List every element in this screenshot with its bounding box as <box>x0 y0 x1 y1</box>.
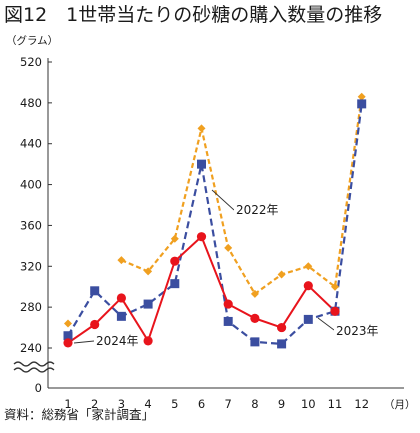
y-tick-label: 320 <box>20 259 42 273</box>
x-tick-label: 6 <box>198 397 205 411</box>
data-point-2022年 <box>277 270 286 279</box>
y-tick-label: 0 <box>35 381 42 395</box>
x-tick-label: 3 <box>118 397 125 411</box>
x-tick-label: 5 <box>171 397 178 411</box>
data-point-2024年 <box>196 232 207 242</box>
chart-title: 図12 1世帯当たりの砂糖の購入数量の推移 <box>4 4 383 26</box>
series-label-leader <box>211 189 235 211</box>
data-point-2024年 <box>250 313 260 323</box>
data-point-2022年 <box>224 243 233 252</box>
x-tick-label: 11 <box>328 397 343 411</box>
series-label-bg <box>234 202 280 218</box>
y-tick-label: 520 <box>20 55 42 69</box>
y-tick-label: 280 <box>20 300 42 314</box>
data-point-2024年 <box>330 306 340 316</box>
data-point-2022年 <box>304 262 313 271</box>
data-point-2023年 <box>63 331 73 341</box>
y-tick-label: 400 <box>20 178 42 192</box>
series-label-2023年: 2023年 <box>336 324 379 338</box>
data-point-2024年 <box>223 299 233 309</box>
x-tick-label: 12 <box>354 397 369 411</box>
data-point-2023年 <box>303 314 313 324</box>
data-point-2023年 <box>277 339 287 349</box>
data-point-2022年 <box>64 319 72 328</box>
y-axis-label: （グラム） <box>6 34 58 47</box>
x-axis-label: （月） <box>384 399 416 411</box>
data-point-2022年 <box>144 267 153 276</box>
series-label-leader <box>73 340 95 344</box>
data-point-2023年 <box>250 337 260 347</box>
data-point-2023年 <box>170 279 180 289</box>
axis-break-mark <box>13 361 55 367</box>
series-line-2024年 <box>67 235 336 344</box>
y-tick-label: 440 <box>20 137 42 151</box>
data-point-2022年 <box>250 289 259 298</box>
x-tick-label: 1 <box>64 397 71 411</box>
data-point-2022年 <box>357 92 366 101</box>
data-point-2022年 <box>331 282 339 291</box>
data-point-2023年 <box>197 159 206 169</box>
series-label-bg <box>94 333 140 349</box>
chart-source: 資料：総務省「家計調査」 <box>4 407 155 422</box>
x-tick-label: 2 <box>91 397 98 411</box>
y-tick-label: 240 <box>20 341 42 355</box>
x-tick-label: 10 <box>301 397 316 411</box>
series-label-leader <box>317 317 335 331</box>
data-point-2024年 <box>90 319 100 330</box>
y-tick-label: 480 <box>20 96 42 110</box>
x-tick-label: 7 <box>225 397 232 411</box>
series-line-2022年 <box>120 96 363 295</box>
x-tick-label: 9 <box>278 397 285 411</box>
data-point-2023年 <box>143 299 153 309</box>
x-tick-label: 8 <box>251 397 258 411</box>
data-point-2023年 <box>223 316 233 326</box>
series-label-2024年: 2024年 <box>96 334 139 348</box>
x-tick-label: 4 <box>144 397 151 411</box>
axes-layer <box>13 58 404 389</box>
data-point-2024年 <box>303 281 313 291</box>
series-label-2022年: 2022年 <box>236 203 279 217</box>
data-point-2024年 <box>277 322 287 333</box>
series-label-bg <box>334 323 380 339</box>
data-point-2023年 <box>116 311 126 321</box>
data-point-2024年 <box>116 293 126 303</box>
data-point-2022年 <box>170 234 179 243</box>
markers-layer <box>63 92 367 349</box>
data-point-2022年 <box>117 256 126 265</box>
data-point-2024年 <box>143 336 153 346</box>
data-point-2024年 <box>63 338 73 348</box>
y-tick-label: 360 <box>20 218 42 232</box>
lines-layer <box>67 96 363 346</box>
data-point-2023年 <box>357 99 367 109</box>
axis-break-mark <box>13 367 55 373</box>
data-point-2023年 <box>90 286 100 296</box>
data-point-2022年 <box>197 124 206 133</box>
data-point-2024年 <box>170 256 180 266</box>
